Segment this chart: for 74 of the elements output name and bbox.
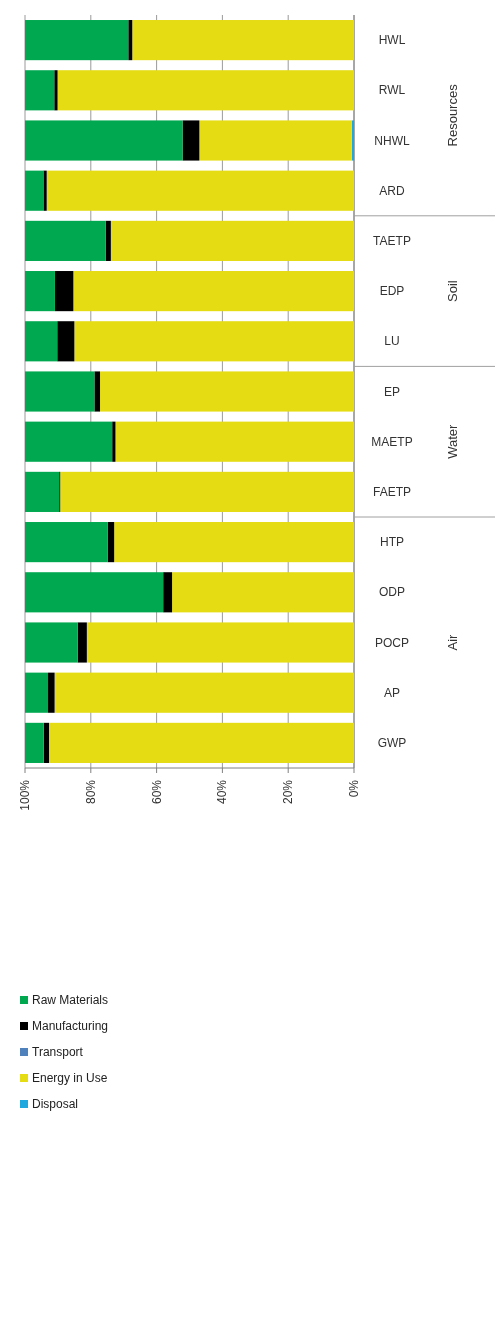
bar	[25, 220, 106, 261]
y-tick-label: EP	[383, 384, 401, 399]
x-tick-label: 100%	[18, 779, 32, 811]
bar	[77, 622, 87, 663]
bar	[115, 421, 354, 462]
bar	[172, 572, 354, 613]
bar	[25, 421, 113, 462]
bar	[112, 421, 116, 462]
bar	[25, 622, 78, 663]
y-tick-label: AP	[383, 685, 401, 700]
bar	[105, 220, 111, 261]
bar	[199, 120, 352, 161]
bar	[110, 220, 354, 261]
bar	[25, 271, 55, 312]
y-tick-label: RWL	[378, 83, 406, 98]
text: Soil	[444, 280, 460, 302]
x-tick-label: 20%	[281, 779, 296, 805]
legend-label: Disposal	[32, 1097, 79, 1111]
bar	[114, 522, 354, 563]
y-tick-label: EDP	[379, 284, 405, 299]
bar	[43, 722, 50, 763]
legend-label: Raw Materials	[32, 993, 109, 1007]
bar	[25, 471, 60, 512]
bar	[74, 321, 354, 362]
legend-label: Energy in Use	[32, 1071, 108, 1085]
bar	[60, 471, 354, 512]
bar	[182, 120, 200, 161]
bar	[132, 20, 354, 61]
y-tick-label: NHWL	[374, 133, 410, 148]
bar	[48, 672, 55, 713]
y-tick-label: ARD	[379, 183, 405, 198]
bar	[25, 722, 44, 763]
x-tick-label: 80%	[83, 779, 98, 805]
y-tick-label: MAETP	[371, 434, 413, 449]
legend-label: Manufacturing	[32, 1019, 109, 1033]
x-tick-label: 0%	[347, 779, 361, 798]
bar	[25, 371, 95, 412]
y-tick-label: HTP	[380, 535, 404, 550]
y-tick-label: POCP	[374, 635, 410, 650]
bar	[25, 672, 49, 713]
bar	[128, 20, 133, 61]
bar	[100, 371, 354, 412]
text: Resources	[444, 83, 460, 147]
bar	[46, 170, 354, 211]
bar	[25, 70, 55, 111]
x-tick-label: 40%	[215, 779, 230, 805]
bar	[57, 321, 75, 362]
bar	[86, 622, 354, 663]
bar	[54, 672, 354, 713]
text: Air	[444, 633, 460, 651]
bar	[25, 522, 108, 563]
x-tick-label: 60%	[149, 779, 164, 805]
bar	[73, 271, 354, 312]
bar	[163, 572, 173, 613]
bar	[107, 522, 115, 563]
bar	[57, 70, 354, 111]
bar	[43, 170, 47, 211]
bar	[25, 572, 164, 613]
y-tick-label: ODP	[378, 585, 406, 600]
y-tick-label: LU	[384, 334, 400, 349]
y-tick-label: TAETP	[373, 233, 411, 248]
bar	[25, 20, 129, 61]
bar	[54, 70, 58, 111]
text: Water	[444, 423, 460, 459]
bar	[25, 120, 183, 161]
bar	[25, 170, 44, 211]
bar	[25, 321, 58, 362]
legend-label: Transport	[32, 1045, 84, 1059]
bar	[94, 371, 101, 412]
y-tick-label: GWP	[377, 735, 407, 750]
y-tick-label: FAETP	[372, 484, 412, 499]
bar	[54, 271, 74, 312]
bar	[49, 722, 354, 763]
y-tick-label: HWL	[378, 33, 406, 48]
